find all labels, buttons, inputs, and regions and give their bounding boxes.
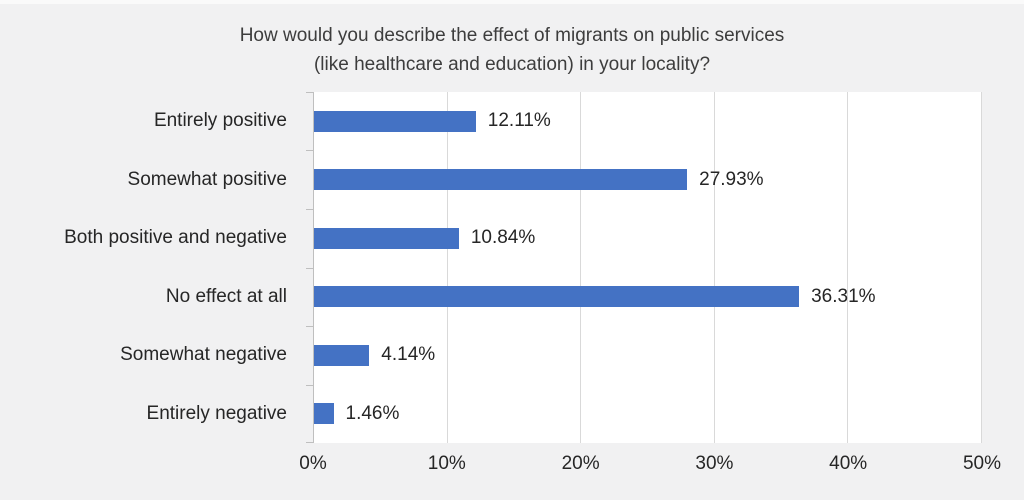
value-label: 10.84% xyxy=(470,227,536,249)
category-axis-tick xyxy=(306,150,314,152)
background-highlight xyxy=(0,0,1024,4)
gridline-20 xyxy=(580,92,582,443)
bar-row: 27.93% xyxy=(314,151,982,210)
value-label: 1.46% xyxy=(345,402,400,424)
category-label: Entirely positive xyxy=(153,110,287,132)
bar-row: 1.46% xyxy=(314,385,982,444)
bar-row: 10.84% xyxy=(314,209,982,268)
category-axis-tick xyxy=(306,267,314,269)
category-axis-labels: Entirely positive Somewhat positive Both p… xyxy=(0,92,300,443)
x-tick-label: 20% xyxy=(561,453,600,474)
x-tick-label: 50% xyxy=(962,453,1002,474)
category-label: Both positive and negative xyxy=(64,227,287,249)
bar xyxy=(314,169,688,191)
bar xyxy=(314,227,459,249)
gridline-10 xyxy=(446,92,448,443)
value-label: 27.93% xyxy=(699,168,764,190)
chart-title-line1: How would you describe the effect of mig… xyxy=(239,25,785,46)
x-tick-label: 10% xyxy=(427,453,466,474)
category-axis-tick xyxy=(306,442,314,443)
category-label: No effect at all xyxy=(165,285,287,307)
bar xyxy=(314,403,334,425)
bar xyxy=(314,286,800,308)
category-label: Entirely negative xyxy=(146,402,287,424)
chart-title-line2: (like healthcare and education) in your … xyxy=(313,54,711,75)
value-axis-labels: 0% 10% 20% 30% 40% 50% xyxy=(299,453,1001,479)
plot-area: 12.11% 27.93% 10.84% 36.31% 4.14% 1.46% xyxy=(306,92,982,443)
category-axis-tick xyxy=(306,325,314,327)
bar xyxy=(314,110,476,132)
bar xyxy=(314,344,370,366)
chart-title: How would you describe the effect of mig… xyxy=(0,21,1024,79)
gridline-30 xyxy=(713,92,715,443)
x-tick-label: 0% xyxy=(299,453,327,474)
category-axis-tick xyxy=(306,92,314,93)
value-label: 4.14% xyxy=(381,344,436,366)
gridline-40 xyxy=(847,92,849,443)
bar-row: 4.14% xyxy=(314,326,982,385)
category-axis-tick xyxy=(306,384,314,386)
category-label: Somewhat negative xyxy=(120,344,287,366)
gridline-50 xyxy=(981,92,982,443)
bar-series: 12.11% 27.93% 10.84% 36.31% 4.14% 1.46% xyxy=(314,92,982,443)
category-label: Somewhat positive xyxy=(127,168,287,190)
x-tick-label: 40% xyxy=(829,453,868,474)
x-tick-label: 30% xyxy=(695,453,734,474)
value-label: 12.11% xyxy=(487,110,551,132)
bar-row: 12.11% xyxy=(314,92,982,151)
value-label: 36.31% xyxy=(811,285,876,307)
category-axis-tick xyxy=(306,208,314,210)
bar-row: 36.31% xyxy=(314,268,982,327)
